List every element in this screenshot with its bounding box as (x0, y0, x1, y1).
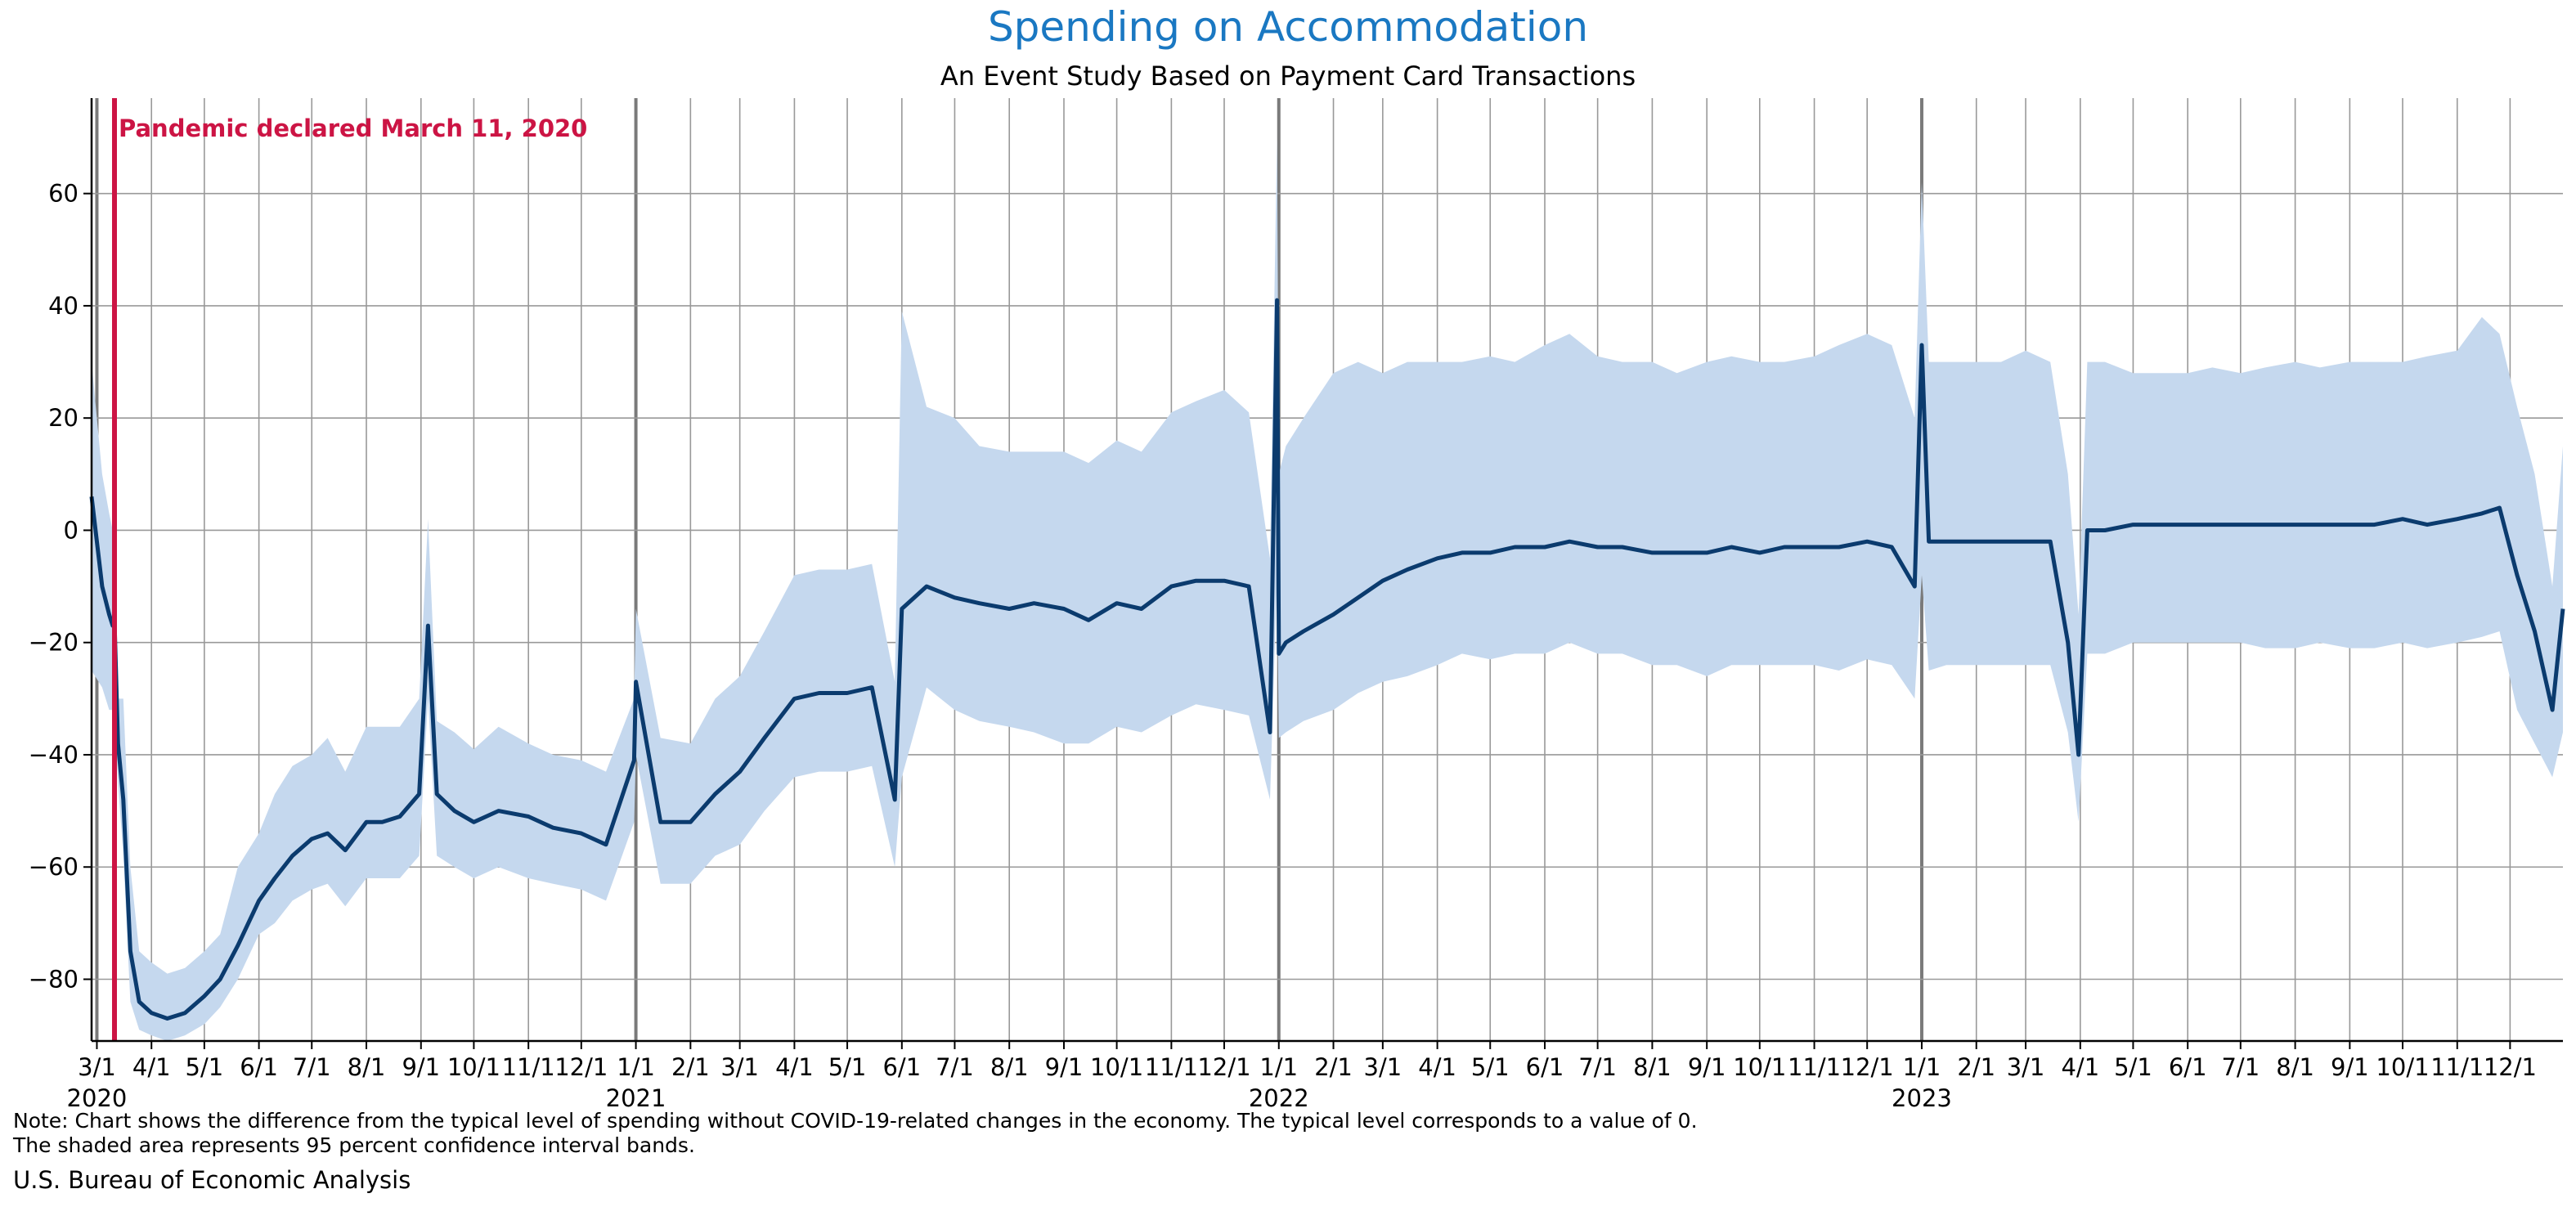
confidence-band-layer (92, 137, 2563, 1041)
x-tick-label: 6/1 (882, 1053, 921, 1081)
axes-layer (83, 98, 2563, 1049)
y-tick-label: 60 (48, 180, 79, 208)
x-tick-label: 8/1 (990, 1053, 1029, 1081)
x-tick-label: 1/1 (617, 1053, 655, 1081)
y-tick-label: −40 (29, 741, 79, 769)
x-tick-label: 3/1 (78, 1053, 116, 1081)
y-tick-label: 0 (64, 516, 79, 544)
x-tick-label: 5/1 (186, 1053, 224, 1081)
x-year-label: 2022 (1249, 1084, 1309, 1112)
confidence-interval-band (92, 137, 2563, 1041)
x-tick-label: 1/1 (1259, 1053, 1298, 1081)
x-tick-label: 9/1 (1688, 1053, 1726, 1081)
x-year-label: 2021 (606, 1084, 666, 1112)
x-tick-label: 8/1 (2276, 1053, 2314, 1081)
spending-series-line (89, 298, 2565, 1021)
x-tick-label: 11/1 (502, 1053, 555, 1081)
x-tick-label: 9/1 (402, 1053, 440, 1081)
pandemic-annotation: Pandemic declared March 11, 2020 (119, 114, 587, 142)
x-tick-label: 5/1 (2114, 1053, 2152, 1081)
x-tick-label: 12/1 (2484, 1053, 2537, 1081)
x-tick-label: 8/1 (348, 1053, 386, 1081)
x-tick-label: 3/1 (720, 1053, 759, 1081)
chart-note: Note: Chart shows the difference from th… (13, 1109, 1698, 1158)
x-tick-label: 2/1 (1314, 1053, 1353, 1081)
x-tick-label: 9/1 (2331, 1053, 2369, 1081)
y-tick-label: 20 (48, 404, 79, 432)
x-tick-label: 6/1 (1526, 1053, 1564, 1081)
y-tick-label: −20 (29, 629, 79, 657)
x-tick-label: 2/1 (671, 1053, 710, 1081)
x-tick-label: 7/1 (2221, 1053, 2260, 1081)
x-tick-label: 5/1 (1471, 1053, 1510, 1081)
x-year-label: 2020 (67, 1084, 128, 1112)
note-line-1: Note: Chart shows the difference from th… (13, 1109, 1698, 1133)
x-tick-label: 3/1 (2007, 1053, 2045, 1081)
x-tick-label: 4/1 (132, 1053, 171, 1081)
x-tick-label: 4/1 (775, 1053, 814, 1081)
y-tick-label: −60 (29, 853, 79, 881)
y-tick-label: −80 (29, 966, 79, 994)
x-tick-label: 11/1 (1788, 1053, 1841, 1081)
source-credit: U.S. Bureau of Economic Analysis (13, 1166, 411, 1194)
grid-layer (92, 98, 2563, 1041)
y-tick-label: 40 (48, 292, 79, 320)
x-year-label: 2023 (1892, 1084, 1952, 1112)
x-tick-label: 12/1 (1197, 1053, 1250, 1081)
x-tick-label: 7/1 (1578, 1053, 1617, 1081)
x-tick-label: 12/1 (554, 1053, 608, 1081)
chart-subtitle: An Event Study Based on Payment Card Tra… (940, 61, 1636, 92)
x-tick-label: 4/1 (2061, 1053, 2099, 1081)
x-tick-label: 4/1 (1418, 1053, 1456, 1081)
x-tick-label: 9/1 (1045, 1053, 1084, 1081)
x-tick-label: 10/1 (1090, 1053, 1143, 1081)
tick-labels-layer: 3/1 4/1 5/1 6/1 7/1 8/1 9/1 10/1 11/1 12/1 1/1 2/1 3… (29, 180, 2537, 1112)
event-marker-layer: Pandemic declared March 11, 2020 (112, 98, 587, 1041)
x-tick-label: 1/1 (1903, 1053, 1941, 1081)
note-line-2: The shaded area represents 95 percent co… (13, 1133, 695, 1157)
x-tick-label: 10/1 (1733, 1053, 1786, 1081)
x-tick-label: 8/1 (1633, 1053, 1672, 1081)
x-tick-label: 10/1 (447, 1053, 500, 1081)
x-tick-label: 11/1 (2430, 1053, 2484, 1081)
x-tick-label: 7/1 (936, 1053, 974, 1081)
series-line-layer (89, 298, 2565, 1021)
x-tick-label: 3/1 (1364, 1053, 1402, 1081)
x-tick-label: 7/1 (293, 1053, 331, 1081)
x-tick-label: 2/1 (1957, 1053, 1995, 1081)
x-tick-label: 5/1 (828, 1053, 867, 1081)
x-tick-label: 6/1 (2169, 1053, 2207, 1081)
x-tick-label: 12/1 (1841, 1053, 1894, 1081)
x-tick-label: 11/1 (1145, 1053, 1198, 1081)
x-tick-label: 6/1 (240, 1053, 278, 1081)
chart-title: Spending on Accommodation (987, 3, 1589, 51)
x-tick-label: 10/1 (2376, 1053, 2429, 1081)
